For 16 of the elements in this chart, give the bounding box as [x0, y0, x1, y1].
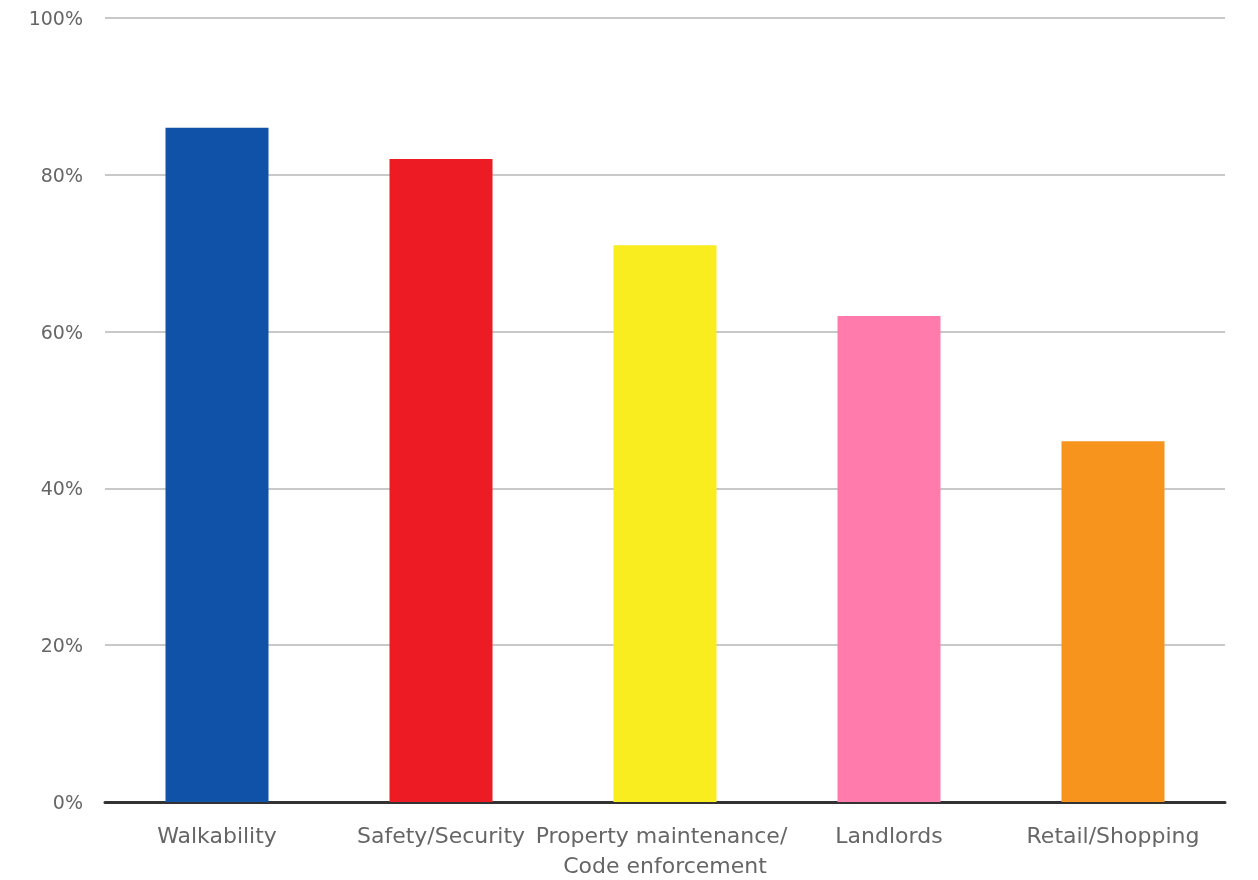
y-tick-label: 0%	[52, 791, 83, 813]
bar	[165, 127, 269, 802]
x-tick-label: Retail/Shopping	[1026, 822, 1200, 848]
x-tick-label: Safety/Security	[356, 822, 526, 848]
y-tick-label: 40%	[40, 477, 83, 500]
bar	[613, 245, 717, 802]
y-tick-label: 80%	[40, 163, 83, 186]
x-tick-label: Property maintenance/ Code enforcement	[535, 822, 795, 878]
bar	[389, 159, 493, 802]
y-tick-label: 60%	[40, 320, 83, 343]
x-tick-label: Walkability	[157, 822, 277, 848]
y-tick-label: 20%	[40, 634, 83, 657]
bar	[1061, 441, 1165, 802]
x-tick-label: Landlords	[835, 822, 943, 848]
y-tick-label: 100%	[28, 7, 83, 29]
bar	[837, 315, 941, 802]
